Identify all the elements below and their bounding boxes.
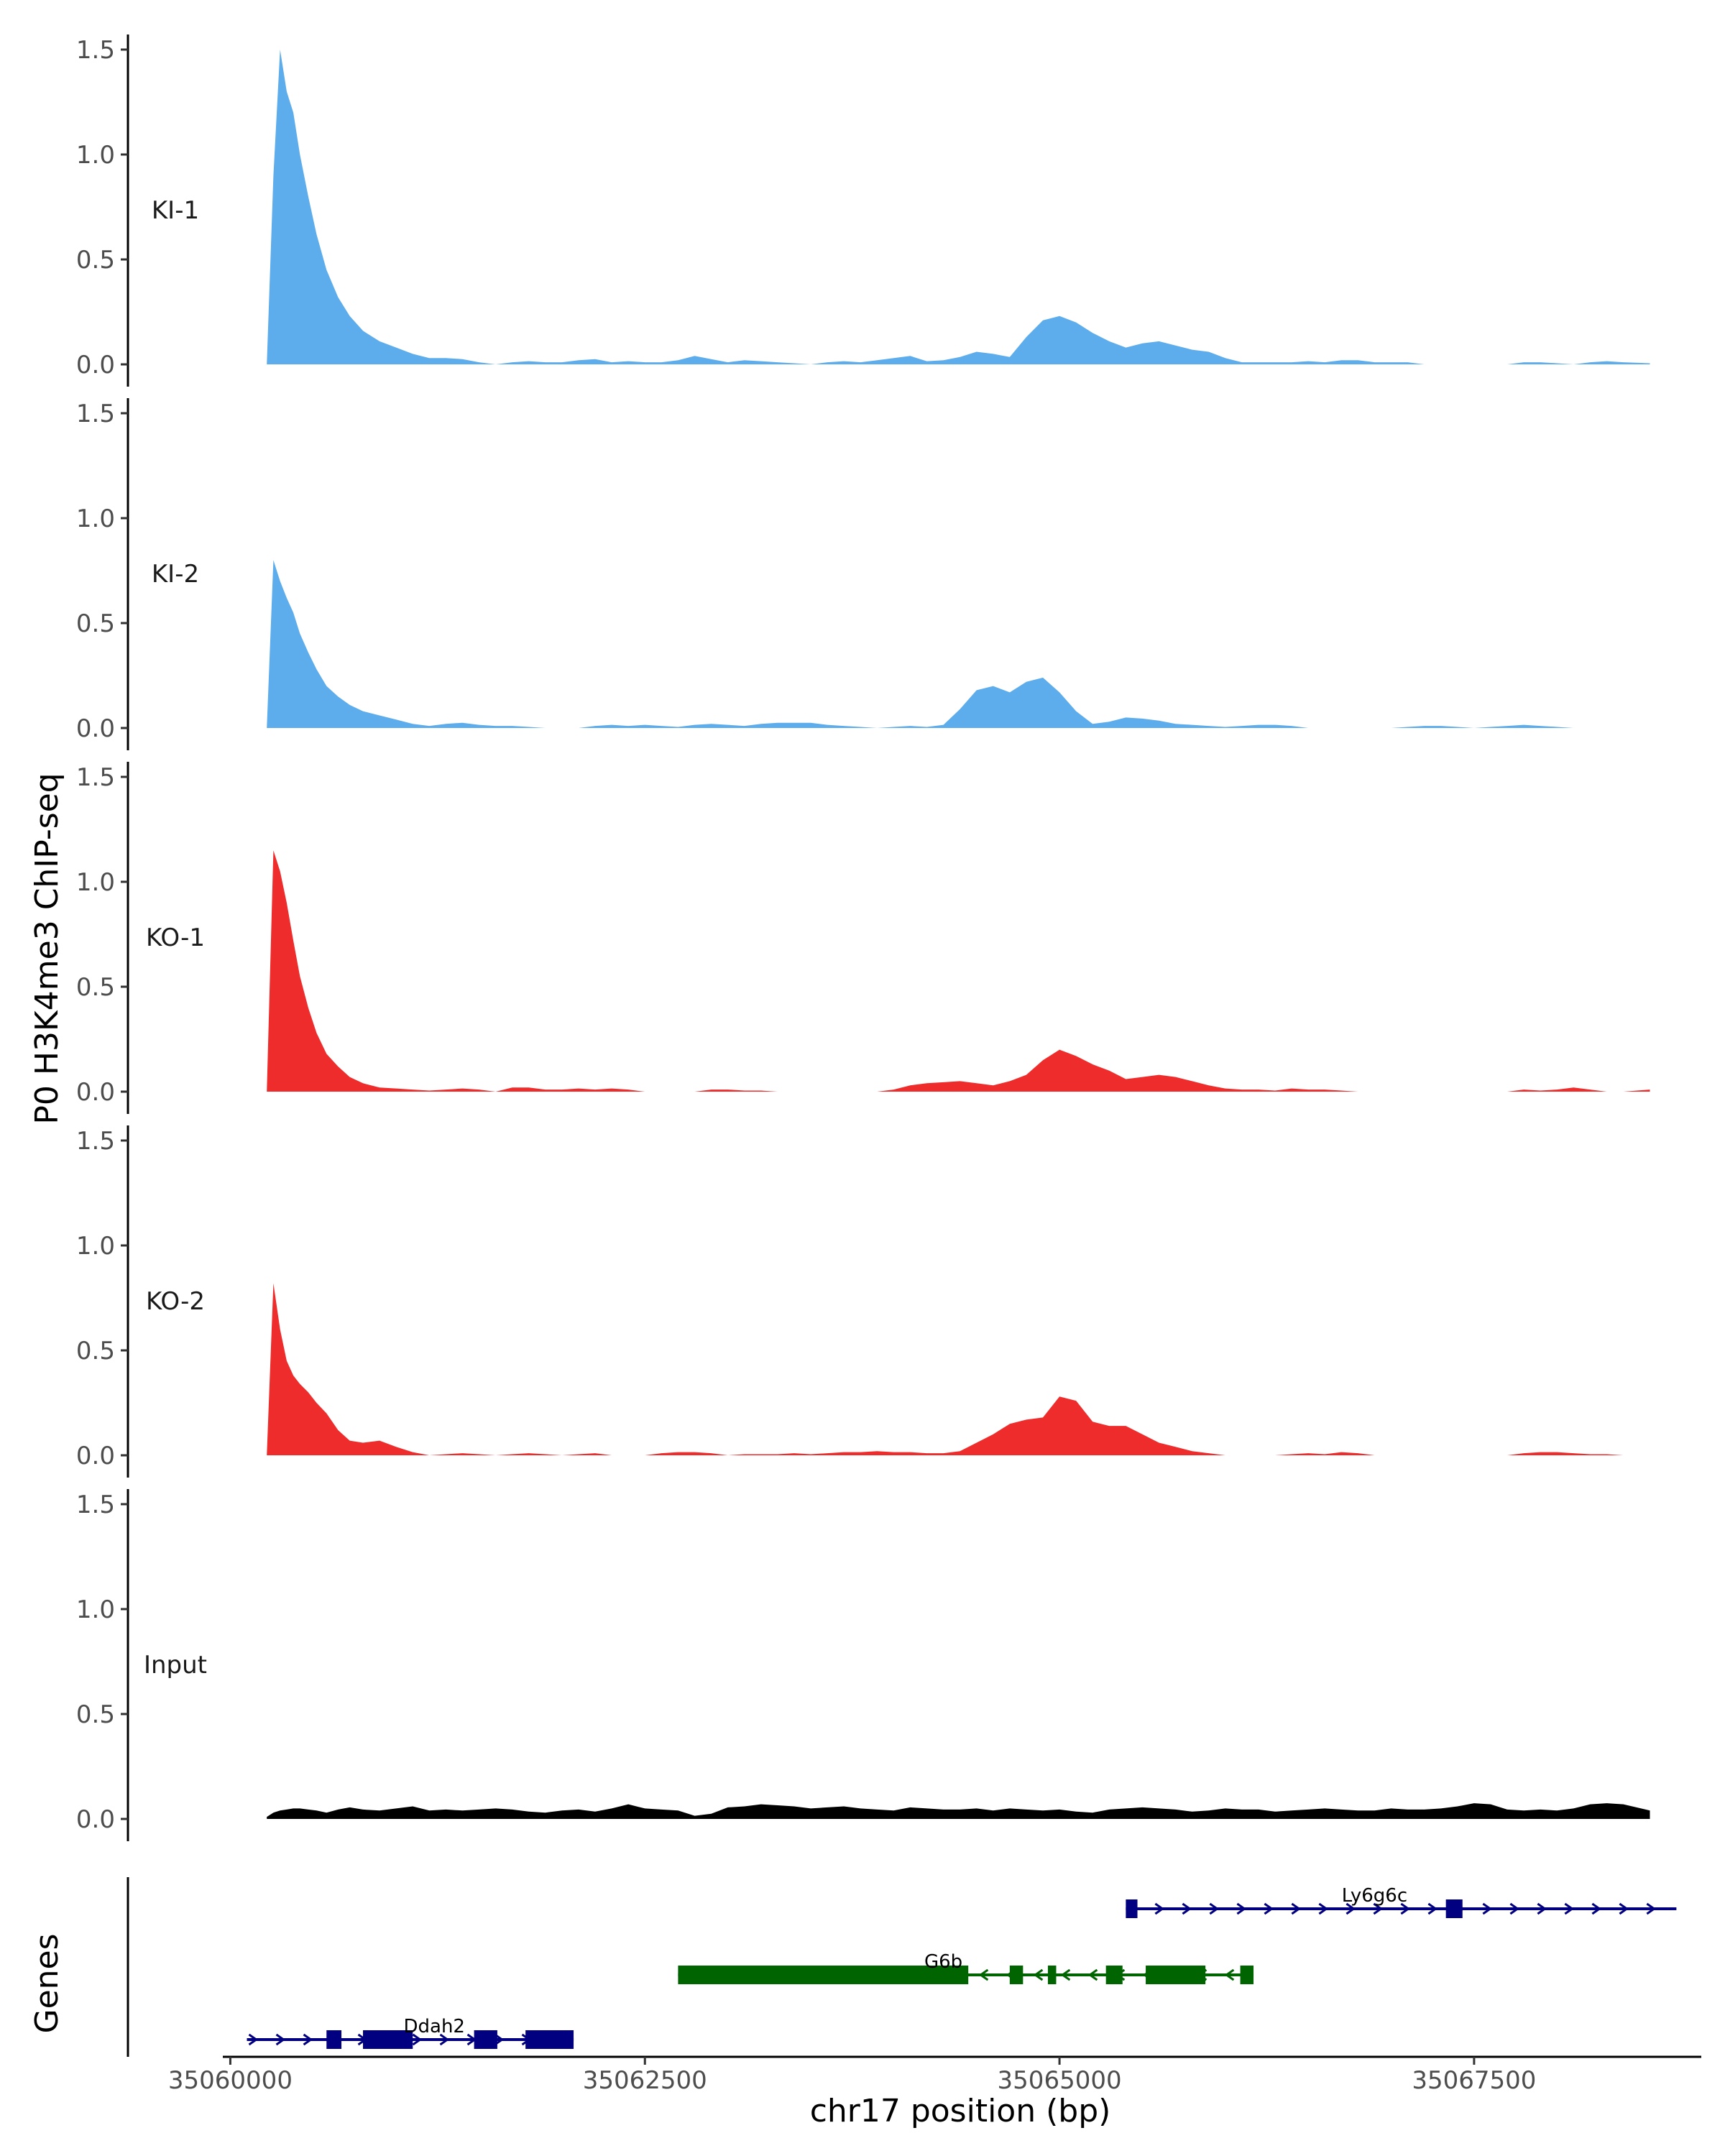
gene-exon [1047, 1966, 1057, 1984]
y-tick-label: 1.0 [76, 141, 115, 170]
strand-arrow [303, 2033, 313, 2046]
strand-arrow [1154, 1902, 1164, 1915]
y-tick-label: 1.0 [76, 1595, 115, 1624]
gene-exon [678, 1966, 969, 1984]
y-tick-label: 0.5 [76, 1337, 115, 1365]
track-label: KI-2 [152, 560, 199, 589]
genes-axis-title: Genes [29, 1933, 65, 2033]
y-tick-label: 1.0 [76, 868, 115, 897]
strand-arrow [1564, 1902, 1574, 1915]
strand-arrow [1224, 1968, 1235, 1981]
strand-arrow [1537, 1902, 1547, 1915]
y-tick-label: 1.0 [76, 505, 115, 533]
gene-exon [1105, 1966, 1123, 1984]
gene-exon [1009, 1966, 1024, 1984]
track-label: KO-2 [146, 1287, 205, 1316]
gene-name-label: Ddah2 [403, 2016, 464, 2037]
gene-ly6g6c: Ly6g6c [1126, 1885, 1677, 1918]
signal-area-ko-2 [267, 1283, 1650, 1455]
y-tick-label: 1.0 [76, 1232, 115, 1261]
y-tick-label: 1.5 [76, 1127, 115, 1156]
x-tick-label: 35060000 [168, 2066, 293, 2095]
y-axis-title: P0 H3K4me3 ChIP-seq [29, 773, 65, 1124]
y-tick-label: 1.5 [76, 400, 115, 428]
gene-exon [474, 2030, 497, 2049]
y-tick-label: 0.5 [76, 1700, 115, 1729]
signal-area-ki-1 [267, 50, 1650, 364]
strand-arrow [1646, 1902, 1656, 1915]
gene-exon [1126, 1899, 1138, 1918]
track-panel-ko-2: 0.0 0.5 1.0 1.5 KO-2 [76, 1125, 1650, 1478]
signal-area-ki-2 [267, 560, 1650, 728]
strand-arrow [1482, 1902, 1492, 1915]
strand-arrow [1373, 1902, 1383, 1915]
strand-arrow [1291, 1902, 1301, 1915]
y-tick-label: 0.5 [76, 246, 115, 275]
gene-g6b: G6b [678, 1951, 1254, 1984]
gene-exon [326, 2030, 342, 2049]
track-panel-ki-2: 0.0 0.5 1.0 1.5 KI-2 [76, 398, 1650, 750]
x-tick-label: 35065000 [998, 2066, 1122, 2095]
track-panel-ko-1: 0.0 0.5 1.0 1.5 KO-1 [76, 762, 1650, 1114]
strand-arrow [439, 2033, 450, 2046]
y-tick-label: 1.5 [76, 763, 115, 792]
y-tick-label: 0.0 [76, 1805, 115, 1834]
gene-ddah2: Ddah2 [247, 2016, 574, 2049]
strand-arrow [1318, 1902, 1328, 1915]
gene-exon [525, 2030, 574, 2049]
track-label: Input [144, 1651, 207, 1680]
gene-track: Ly6g6c G6b Ddah2 [126, 1877, 1677, 2057]
x-axis-title: chr17 position (bp) [810, 2093, 1111, 2129]
y-tick-label: 0.0 [76, 1442, 115, 1470]
signal-area-input [267, 1803, 1650, 1819]
strand-arrow [1060, 1968, 1071, 1981]
strand-arrow [1619, 1902, 1629, 1915]
strand-arrow [1591, 1902, 1601, 1915]
x-axis: 35060000 35062500 35065000 35067500 [168, 2055, 1701, 2095]
track-label: KO-1 [146, 923, 205, 952]
gene-exon [1240, 1966, 1254, 1984]
strand-arrow [978, 1968, 989, 1981]
gene-exon [363, 2030, 413, 2049]
y-tick-label: 1.5 [76, 1491, 115, 1519]
x-tick-label: 35067500 [1412, 2066, 1536, 2095]
y-tick-label: 0.5 [76, 609, 115, 638]
gene-exon [1445, 1899, 1463, 1918]
strand-arrow [1033, 1968, 1044, 1981]
y-tick-label: 0.0 [76, 1078, 115, 1107]
y-tick-label: 0.0 [76, 351, 115, 379]
strand-arrow [1400, 1902, 1410, 1915]
strand-arrow [1182, 1902, 1192, 1915]
x-tick-label: 35062500 [583, 2066, 707, 2095]
strand-arrow [1264, 1902, 1274, 1915]
track-panel-input: 0.0 0.5 1.0 1.5 Input [76, 1489, 1650, 1841]
track-label: KI-1 [152, 196, 199, 225]
signal-tracks: 0.0 0.5 1.0 1.5 KI-1 0.0 0.5 1.0 1.5 KI-2 0.0 0.5 1.… [76, 34, 1650, 1841]
signal-area-ko-1 [267, 850, 1650, 1092]
strand-arrow [1236, 1902, 1246, 1915]
strand-arrow [248, 2033, 259, 2046]
gene-name-label: Ly6g6c [1342, 1885, 1407, 1907]
y-tick-label: 0.0 [76, 714, 115, 743]
gene-exon [1146, 1966, 1206, 1984]
strand-arrow [275, 2033, 286, 2046]
gene-name-label: G6b [924, 1951, 962, 1973]
strand-arrow [1509, 1902, 1519, 1915]
strand-arrow [1209, 1902, 1219, 1915]
strand-arrow [1346, 1902, 1356, 1915]
y-tick-label: 0.5 [76, 973, 115, 1002]
strand-arrow [1087, 1968, 1098, 1981]
track-panel-ki-1: 0.0 0.5 1.0 1.5 KI-1 [76, 34, 1650, 387]
strand-arrow [1427, 1902, 1438, 1915]
strand-arrow [412, 2033, 423, 2046]
y-tick-label: 1.5 [76, 36, 115, 65]
